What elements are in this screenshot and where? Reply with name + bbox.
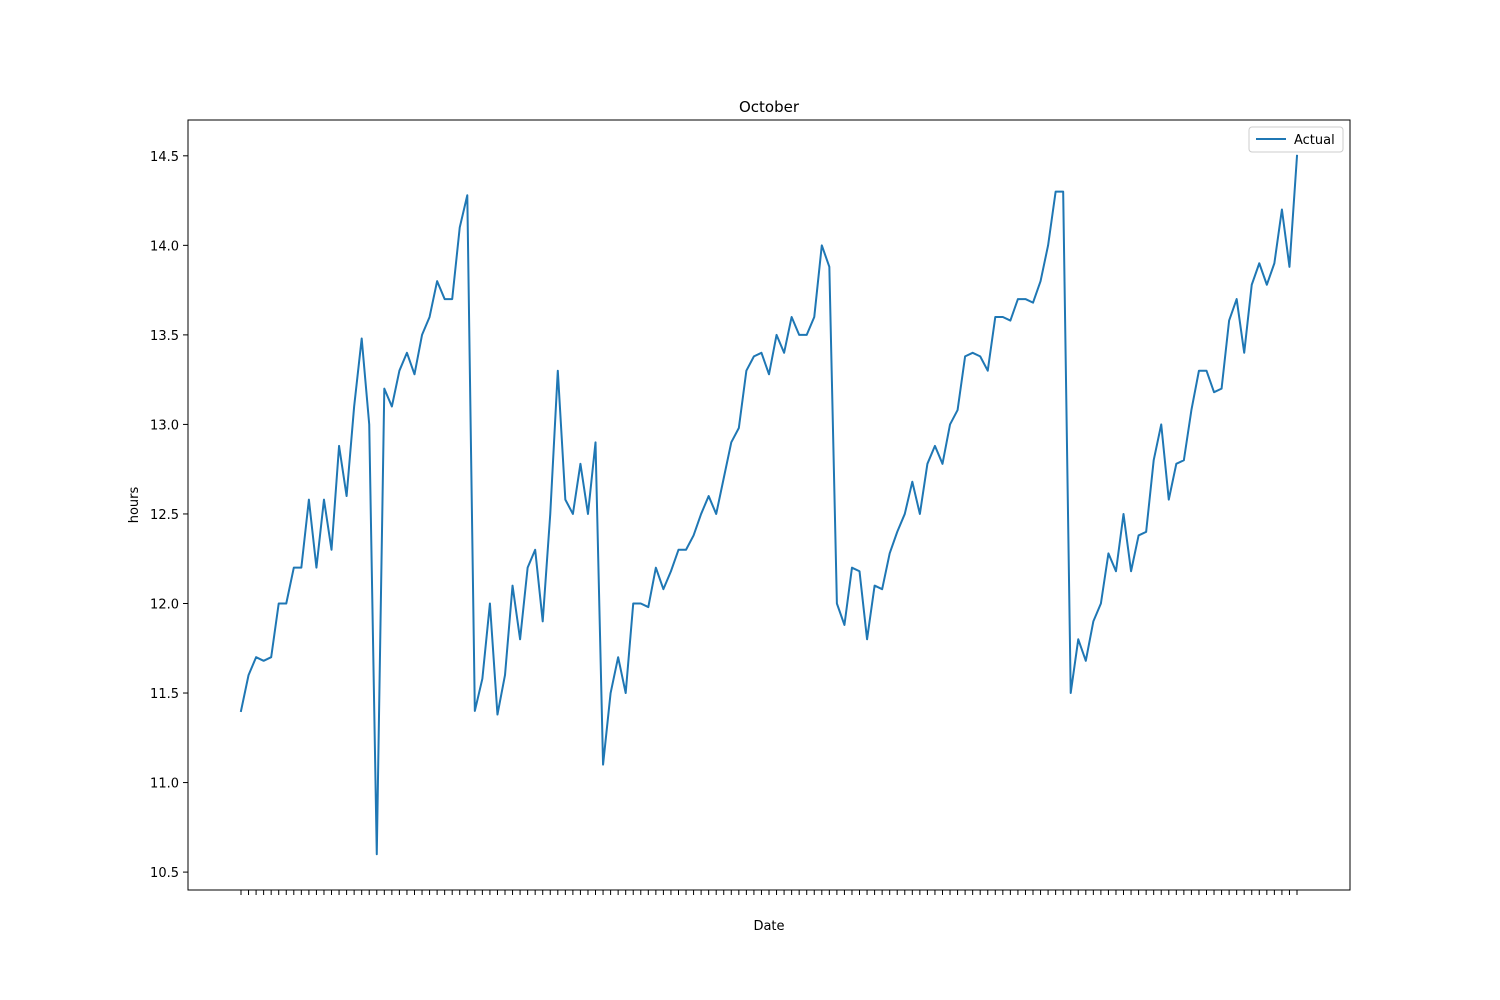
y-tick-label: 14.5 xyxy=(150,150,179,165)
legend-label-actual: Actual xyxy=(1294,133,1335,148)
y-tick-label: 12.5 xyxy=(150,508,179,523)
y-tick-label: 12.0 xyxy=(150,597,179,612)
plot-area xyxy=(188,120,1350,890)
legend-box xyxy=(1248,126,1344,153)
axes-frame xyxy=(187,119,1351,891)
y-tick-label: 10.5 xyxy=(150,866,179,881)
y-tick-label: 11.0 xyxy=(150,777,179,792)
x-axis-ticks xyxy=(240,890,1298,895)
y-axis-ticks: 10.5 11.0 11.5 12.0 12.5 13.0 13.5 14.0 14.5 xyxy=(150,150,188,881)
legend: Actual xyxy=(1248,126,1344,153)
y-tick-label: 13.5 xyxy=(150,329,179,344)
y-tick-label: 13.0 xyxy=(150,418,179,433)
y-tick-label: 14.0 xyxy=(150,239,179,254)
y-axis-label: hours xyxy=(127,487,142,524)
x-axis-label: Date xyxy=(753,919,784,934)
series-line-actual xyxy=(239,154,1299,856)
y-tick-label: 11.5 xyxy=(150,687,179,702)
chart-title: October xyxy=(739,98,800,116)
